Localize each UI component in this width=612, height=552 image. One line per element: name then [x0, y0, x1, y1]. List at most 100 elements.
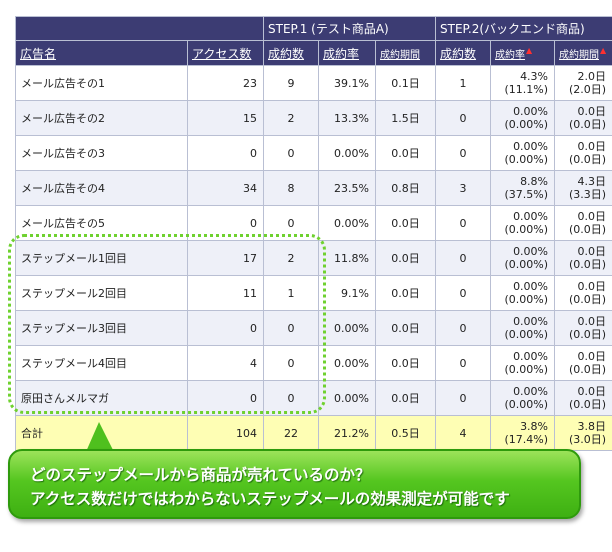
table-row: ステップメール4回目 4 0 0.00% 0.0日 0 0.00% (0.00%) 0.0日 (0… [15, 345, 612, 381]
step2-rate-cell-value: 8.8% [520, 175, 549, 188]
step2-rate-cell: 4.3% (11.1%) [490, 65, 556, 101]
table-row: メール広告その2 15 2 13.3% 1.5日 0 0.00% (0.00%) 0.0日 (0.… [15, 100, 612, 136]
col-ad-name-link[interactable]: 広告名 [20, 46, 57, 61]
ad-name-cell: メール広告その2 [15, 100, 188, 136]
step2-period-cell: 0.0日 (0.0日) [554, 310, 612, 346]
step1-rate-cell: 0.00% [318, 345, 376, 381]
step2-period-cell-value: 0.0日 [577, 315, 607, 328]
access-count-cell: 0 [187, 135, 264, 171]
step2-period-cell: 4.3日 (3.3日) [554, 170, 612, 206]
col-s1-period-link[interactable]: 成約期間 [380, 49, 420, 61]
step1-conversions-cell: 9 [263, 65, 319, 101]
callout-line-2: アクセス数だけではわからないステップメールの効果測定が可能です [30, 490, 510, 508]
step2-rate-cell-subvalue: (37.5%) [504, 188, 549, 201]
step2-rate-cell-subvalue: (0.00%) [504, 118, 549, 131]
step1-conversions-cell: 0 [263, 310, 319, 346]
col-access-link[interactable]: アクセス数 [192, 46, 252, 61]
col-s2-period-link[interactable]: 成約期間 [559, 49, 600, 61]
step2-period-cell: 0.0日 (0.0日) [554, 345, 612, 381]
step1-rate-cell: 0.00% [318, 205, 376, 241]
step2-period-cell: 0.0日 (0.0日) [554, 205, 612, 241]
access-count-cell: 23 [187, 65, 264, 101]
step2-rate-cell: 0.00% (0.00%) [490, 240, 556, 276]
step1-period-cell: 0.8日 [374, 170, 437, 206]
access-count-cell: 11 [187, 275, 264, 311]
step2-period-cell: 0.0日 (0.0日) [554, 135, 612, 171]
col-s2-conv-link[interactable]: 成約数 [440, 46, 477, 61]
step1-rate-cell: 13.3% [318, 100, 376, 136]
step2-rate-cell-subvalue: (0.00%) [504, 398, 549, 411]
col-ad-name[interactable]: 広告名 [15, 40, 188, 66]
step2-rate-cell-subvalue: (0.00%) [504, 223, 549, 236]
step2-conversions-cell: 0 [435, 380, 492, 416]
step2-rate-cell: 0.00% (0.00%) [490, 275, 556, 311]
table-row: メール広告その4 34 8 23.5% 0.8日 3 8.8% (37.5%) 4.3日 (3.3… [15, 170, 612, 206]
step1-rate-cell: 0.00% [318, 380, 376, 416]
report-body: メール広告その1 23 9 39.1% 0.1日 1 4.3% (11.1%) 2.0日 (2.0… [15, 65, 612, 451]
col-s2-rate[interactable]: 成約率▲ [490, 40, 556, 66]
step1-period-cell: 0.0日 [374, 380, 437, 416]
col-s1-conv[interactable]: 成約数 [263, 40, 319, 66]
step2-conversions-cell: 0 [435, 275, 492, 311]
step2-period-cell: 3.8日 (3.0日) [554, 415, 612, 451]
step1-conversions-cell: 0 [263, 380, 319, 416]
access-count-cell: 4 [187, 345, 264, 381]
col-s1-rate-link[interactable]: 成約率 [323, 46, 360, 61]
ad-name-cell: ステップメール3回目 [15, 310, 188, 346]
step1-period-cell: 0.0日 [374, 275, 437, 311]
access-count-cell: 104 [187, 415, 264, 451]
access-count-cell: 34 [187, 170, 264, 206]
step2-conversions-cell: 0 [435, 310, 492, 346]
col-s2-period[interactable]: 成約期間▲ [554, 40, 612, 66]
step2-rate-cell-subvalue: (0.00%) [504, 328, 549, 341]
step1-rate-cell: 0.00% [318, 310, 376, 346]
step1-rate-cell: 0.00% [318, 135, 376, 171]
step2-conversions-cell: 0 [435, 345, 492, 381]
table-row: ステップメール2回目 11 1 9.1% 0.0日 0 0.00% (0.00%) 0.0日 (0… [15, 275, 612, 311]
step1-header: STEP.1 (テスト商品A) [262, 16, 437, 41]
step2-rate-cell: 0.00% (0.00%) [490, 135, 556, 171]
col-s2-conv[interactable]: 成約数 [435, 40, 492, 66]
step2-rate-cell-value: 0.00% [513, 140, 549, 153]
step1-rate-cell: 21.2% [318, 415, 376, 451]
blank-header-cell [15, 16, 264, 41]
table-row: メール広告その3 0 0 0.00% 0.0日 0 0.00% (0.00%) 0.0日 (0.0… [15, 135, 612, 171]
sort-marker-icon: ▲ [600, 45, 607, 55]
step2-period-cell: 0.0日 (0.0日) [554, 240, 612, 276]
step2-period-cell-subvalue: (0.0日) [568, 258, 607, 271]
step2-period-cell-subvalue: (3.0日) [568, 433, 607, 446]
table-row: メール広告その1 23 9 39.1% 0.1日 1 4.3% (11.1%) 2.0日 (2.0… [15, 65, 612, 101]
callout-pointer [85, 422, 115, 454]
step1-conversions-cell: 2 [263, 100, 319, 136]
step2-period-cell-value: 0.0日 [577, 245, 607, 258]
col-s2-rate-link[interactable]: 成約率 [495, 49, 526, 61]
step2-rate-cell: 3.8% (17.4%) [490, 415, 556, 451]
step2-period-cell-subvalue: (3.3日) [568, 188, 607, 201]
step2-period-cell: 0.0日 (0.0日) [554, 100, 612, 136]
table-row: 原田さんメルマガ 0 0 0.00% 0.0日 0 0.00% (0.00%) 0.0日 (0.0… [15, 380, 612, 416]
step2-header: STEP.2(バックエンド商品) [435, 16, 612, 41]
step1-conversions-cell: 22 [263, 415, 319, 451]
step2-conversions-cell: 1 [435, 65, 492, 101]
step2-conversions-cell: 3 [435, 170, 492, 206]
step2-conversions-cell: 0 [435, 205, 492, 241]
step-header-row: STEP.1 (テスト商品A) STEP.2(バックエンド商品) [15, 16, 612, 41]
step2-rate-cell: 0.00% (0.00%) [490, 205, 556, 241]
step2-rate-cell-value: 0.00% [513, 315, 549, 328]
step2-period-cell-subvalue: (2.0日) [568, 83, 607, 96]
col-s1-rate[interactable]: 成約率 [318, 40, 376, 66]
step2-rate-cell-value: 0.00% [513, 210, 549, 223]
step1-period-cell: 0.0日 [374, 205, 437, 241]
step1-conversions-cell: 2 [263, 240, 319, 276]
step2-rate-cell-value: 0.00% [513, 350, 549, 363]
ad-name-cell: ステップメール2回目 [15, 275, 188, 311]
access-count-cell: 17 [187, 240, 264, 276]
step2-rate-cell-value: 3.8% [520, 420, 549, 433]
column-header-row: 広告名 アクセス数 成約数 成約率 成約期間 成約数 成約率▲ 成約期間▲ [15, 40, 612, 66]
step2-period-cell-value: 0.0日 [577, 385, 607, 398]
col-s1-period[interactable]: 成約期間 [374, 40, 437, 66]
step2-rate-cell: 0.00% (0.00%) [490, 345, 556, 381]
col-access[interactable]: アクセス数 [187, 40, 264, 66]
col-s1-conv-link[interactable]: 成約数 [268, 46, 305, 61]
step2-rate-cell-value: 4.3% [520, 70, 549, 83]
